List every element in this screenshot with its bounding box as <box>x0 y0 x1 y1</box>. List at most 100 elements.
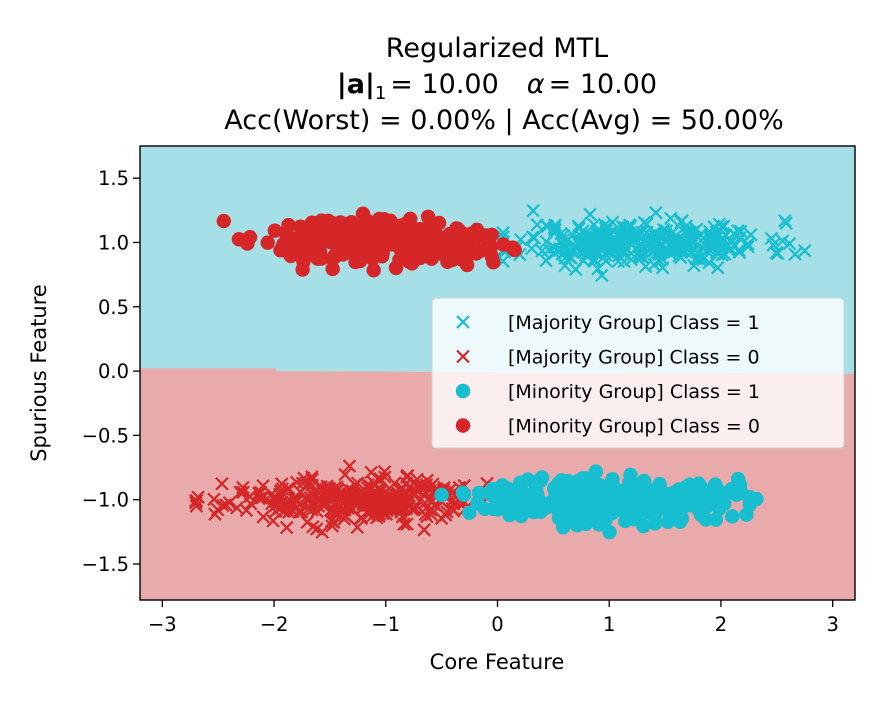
plot-area <box>140 146 855 600</box>
data-point <box>739 507 754 522</box>
data-point <box>281 217 296 233</box>
data-point <box>377 464 392 479</box>
data-point <box>281 244 297 260</box>
data-point-stroke <box>373 471 388 486</box>
data-point-stroke <box>682 225 697 239</box>
legend-entries: [Majority Group] Class = 1 [Majority Grou… <box>455 312 760 438</box>
data-point-stroke <box>618 241 632 256</box>
data-point-stroke <box>647 228 662 243</box>
x-tick-label: 1 <box>603 613 615 636</box>
data-point-stroke <box>315 482 329 497</box>
data-point <box>496 225 510 240</box>
data-point <box>722 243 737 258</box>
data-point <box>626 511 641 527</box>
data-point <box>710 495 725 510</box>
data-point <box>397 517 411 531</box>
data-point <box>766 238 781 252</box>
legend-entry: [Minority Group] Class = 1 <box>455 381 760 403</box>
data-point-stroke <box>596 230 611 244</box>
data-point-stroke <box>496 225 510 240</box>
data-point <box>502 507 517 523</box>
data-point <box>301 502 316 517</box>
data-point <box>660 514 676 529</box>
x-tick-label: −3 <box>148 613 177 636</box>
data-point-stroke <box>659 223 674 238</box>
title-line-1: Regularized MTL <box>386 33 608 64</box>
data-point-stroke <box>568 262 583 277</box>
data-point <box>648 232 663 247</box>
data-point-stroke <box>376 487 391 501</box>
data-point-stroke <box>356 482 371 496</box>
data-point <box>621 220 635 235</box>
data-point-stroke <box>363 479 378 494</box>
data-point <box>337 508 352 522</box>
data-point <box>461 235 477 250</box>
data-point <box>682 477 697 492</box>
data-point-stroke <box>387 476 402 491</box>
legend-entry: [Majority Group] Class = 1 <box>456 312 760 334</box>
data-point <box>419 477 434 492</box>
data-point-stroke <box>649 205 663 220</box>
data-point <box>469 222 485 238</box>
data-point-stroke <box>556 228 571 243</box>
data-point <box>697 237 712 251</box>
data-point-stroke <box>668 239 683 253</box>
scatter-points <box>189 203 812 540</box>
data-point <box>256 478 270 493</box>
data-point <box>288 493 302 507</box>
data-point <box>591 262 605 276</box>
data-point-stroke <box>598 248 613 262</box>
norm-subscript: 1 <box>375 83 386 104</box>
data-point <box>341 501 355 515</box>
data-point-stroke <box>341 501 355 515</box>
data-point-stroke <box>327 515 341 530</box>
data-point-stroke <box>400 517 414 531</box>
data-point <box>591 511 607 526</box>
data-point <box>243 489 257 504</box>
data-point-stroke <box>429 482 443 497</box>
data-point <box>350 520 365 534</box>
data-point-stroke <box>337 508 352 522</box>
legend-label: [Minority Group] Class = 0 <box>508 416 760 438</box>
data-point-stroke <box>665 225 680 240</box>
data-point <box>482 243 498 258</box>
data-point <box>670 486 685 501</box>
data-point-stroke <box>236 485 251 499</box>
title-line-3: Acc(Worst) = 0.00% | Acc(Avg) = 50.00% <box>224 105 783 136</box>
data-point-stroke <box>323 503 338 518</box>
data-point-stroke <box>378 491 393 506</box>
data-point <box>788 247 802 261</box>
data-point <box>387 487 402 502</box>
data-point <box>402 499 416 514</box>
x-tick-label: 0 <box>491 613 503 636</box>
legend: [Majority Group] Class = 1 [Majority Grou… <box>431 297 845 449</box>
data-point-stroke <box>766 238 781 252</box>
data-point <box>315 482 329 497</box>
data-point <box>335 493 349 508</box>
data-point-stroke <box>655 260 670 275</box>
data-point <box>712 217 727 231</box>
data-point-stroke <box>377 464 392 479</box>
data-point-stroke <box>775 234 790 248</box>
data-point-stroke <box>704 232 719 246</box>
data-point <box>649 205 663 220</box>
data-point <box>652 481 668 497</box>
data-point <box>624 474 639 490</box>
data-point <box>513 501 528 517</box>
data-point-stroke <box>315 525 330 539</box>
data-point-stroke <box>420 473 434 488</box>
data-point <box>360 480 375 495</box>
data-point-stroke <box>351 497 365 511</box>
data-point <box>267 223 283 238</box>
data-point <box>708 512 724 527</box>
data-point-stroke <box>635 225 649 240</box>
data-point-stroke <box>266 514 280 528</box>
data-point-stroke <box>584 235 599 250</box>
data-point <box>589 238 604 253</box>
data-point-stroke <box>350 520 365 534</box>
data-point <box>354 510 369 525</box>
data-point <box>239 503 254 518</box>
y-tick-label: −0.5 <box>82 424 129 447</box>
data-point <box>698 512 714 527</box>
data-point-stroke <box>620 225 635 239</box>
